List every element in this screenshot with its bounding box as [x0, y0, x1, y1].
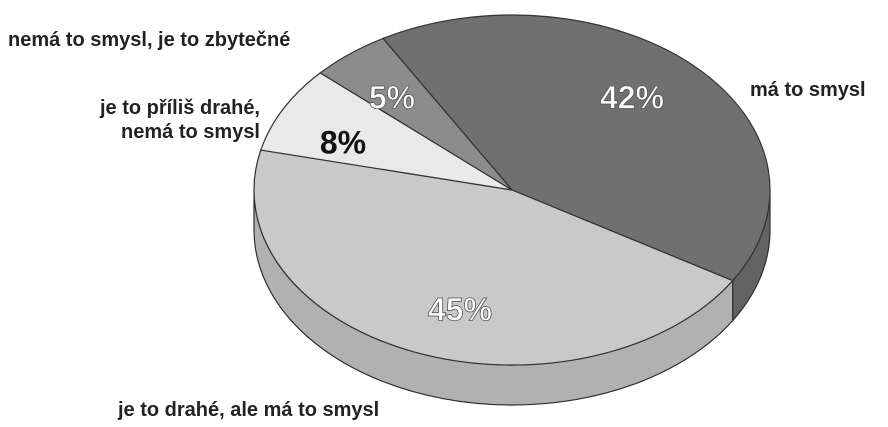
- value-label: 42%: [600, 79, 664, 115]
- category-label: nemá to smysl, je to zbytečné: [8, 29, 291, 51]
- category-label: je to příliš drahé, nemá to smysl: [99, 97, 260, 143]
- pie-slice: [381, 14, 771, 282]
- value-label: 8%: [320, 124, 366, 160]
- value-label: 5%: [369, 79, 415, 115]
- value-label: 45%: [428, 291, 492, 327]
- category-label: je to drahé, ale má to smysl: [118, 399, 380, 421]
- category-label: má to smysl: [750, 79, 866, 101]
- pie-slice: [260, 72, 513, 191]
- pie-slice: [319, 37, 513, 191]
- pie-slice: [253, 149, 734, 366]
